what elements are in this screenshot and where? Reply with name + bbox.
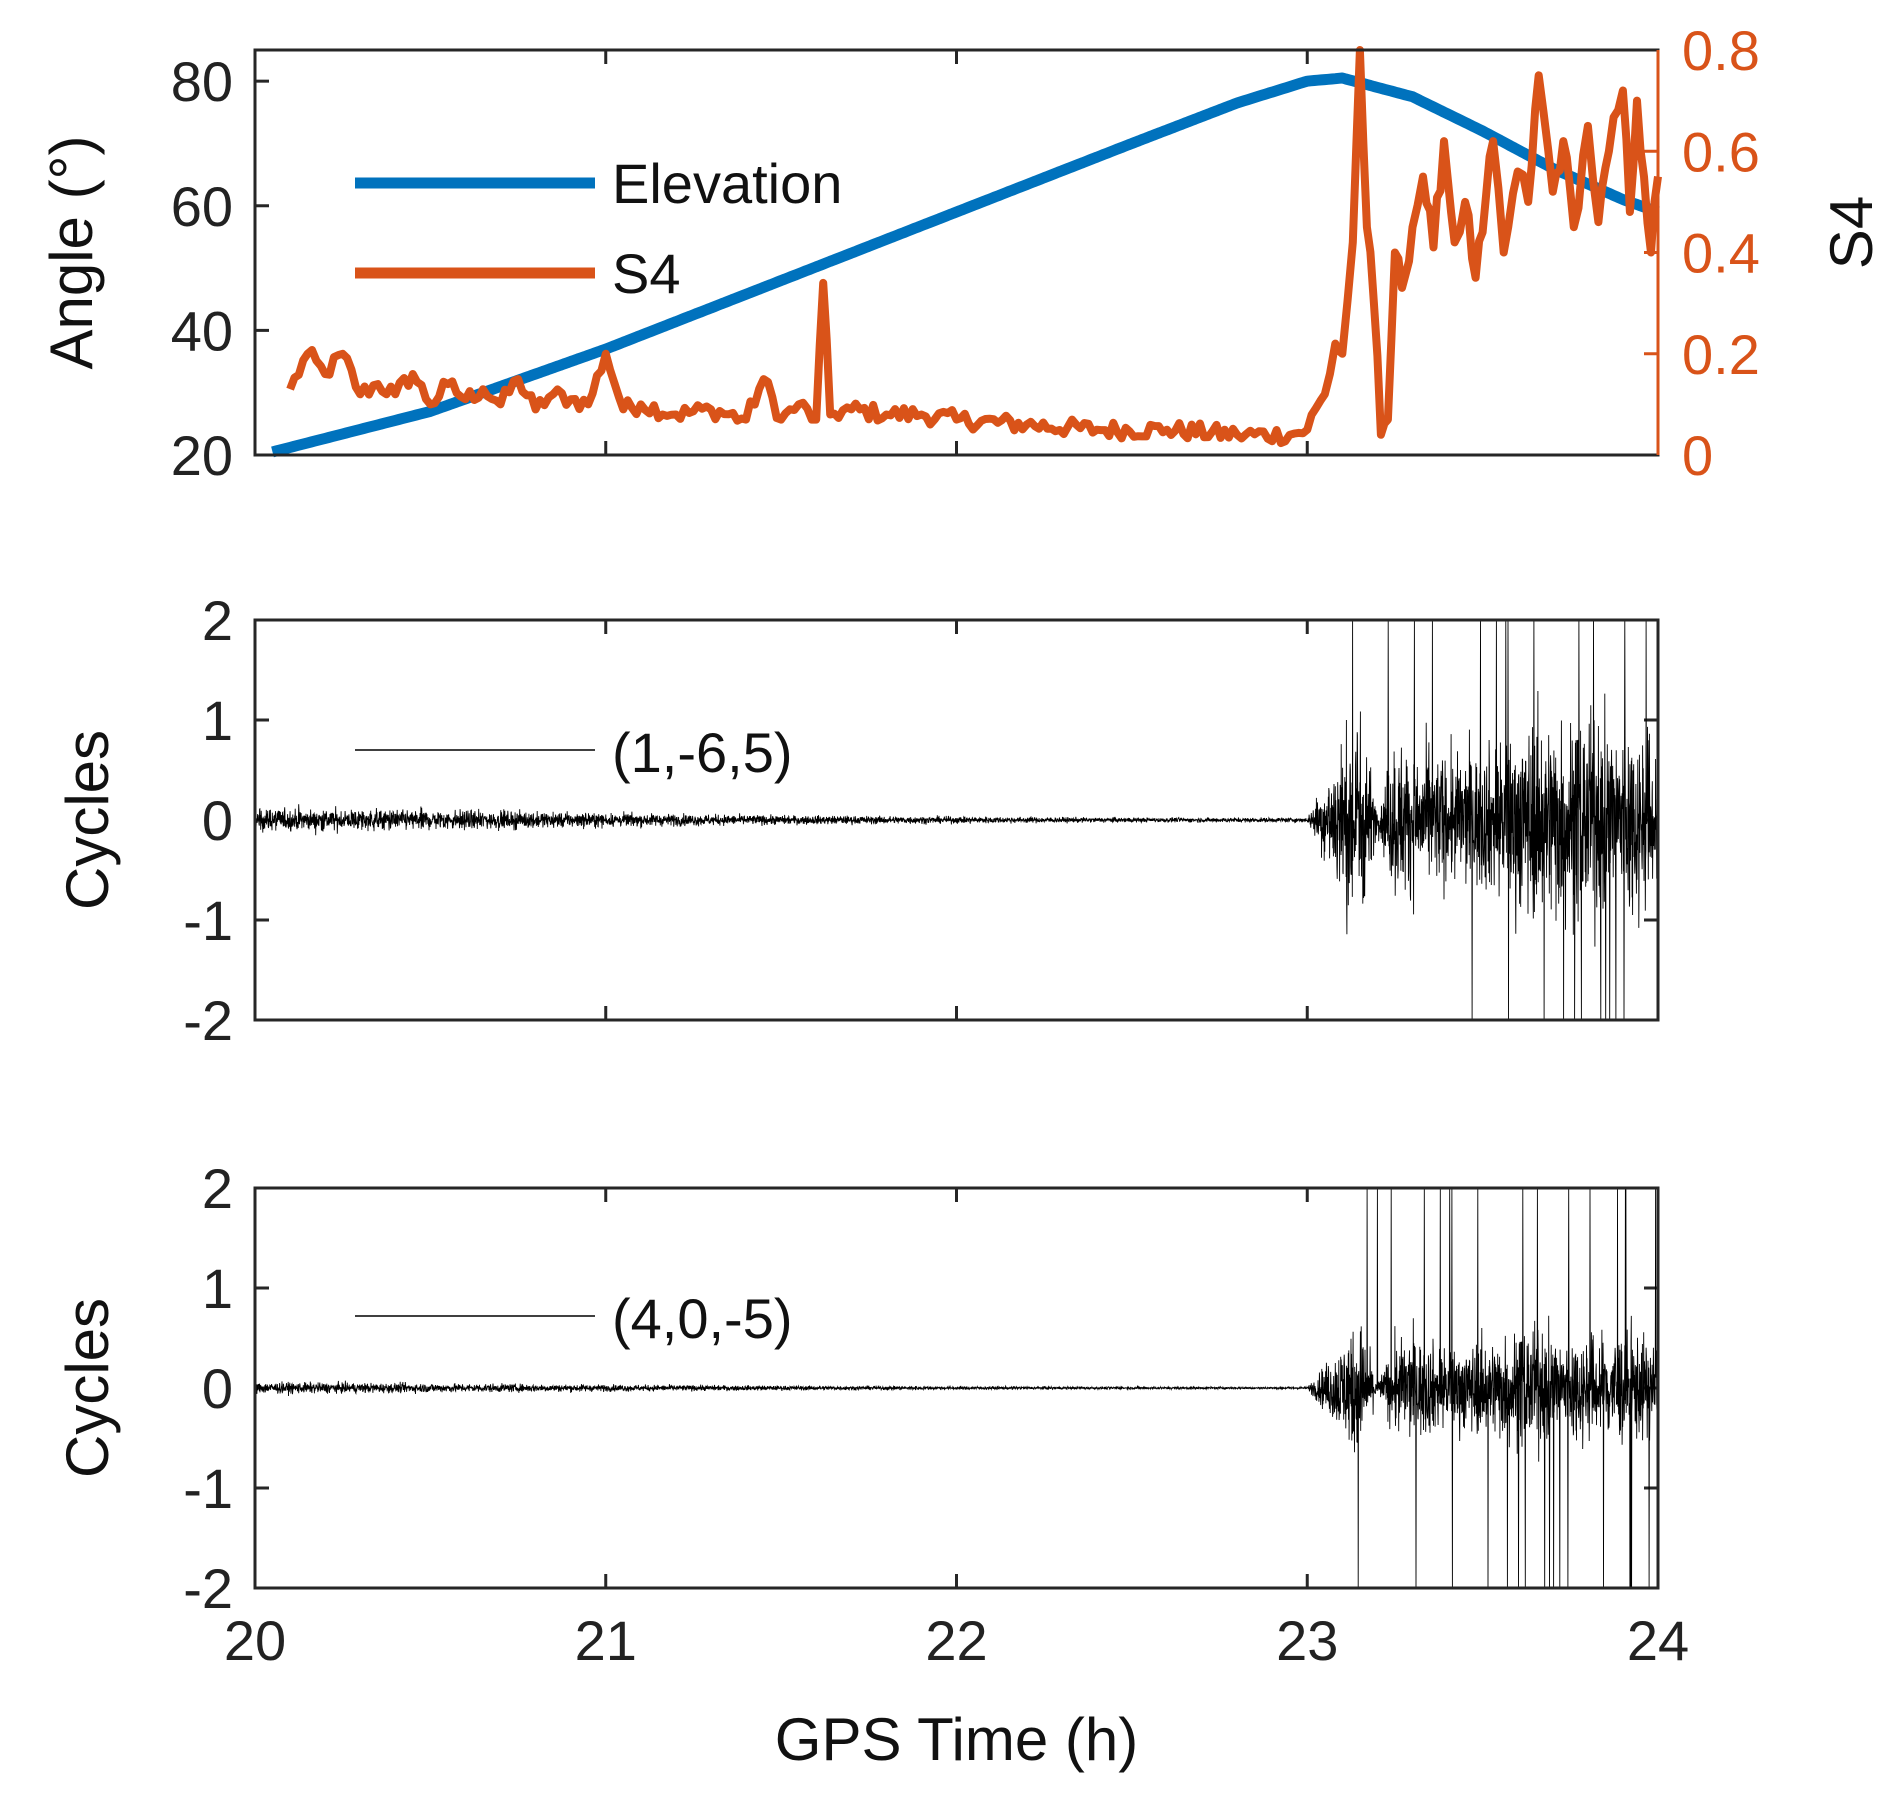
elevation-line <box>270 72 1660 458</box>
y-tick-label: 20 <box>171 424 233 487</box>
cycles-panel-2: 210-1-2 20 21 22 23 24 Cycles GPS Time (h) (… <box>54 1157 1689 1773</box>
s4-axis-title: S4 <box>1818 196 1885 269</box>
s4-tick-label: 0.8 <box>1682 19 1760 82</box>
s4-line <box>286 46 1662 448</box>
y-tick-label: 2 <box>202 589 233 652</box>
bottom-series <box>254 1187 1659 1589</box>
s4-tick-label: 0.6 <box>1682 120 1760 183</box>
angle-axis-title: Angle (°) <box>38 135 105 369</box>
s4-tick-label: 0 <box>1682 424 1713 487</box>
y-tick-label: -1 <box>183 889 233 952</box>
x-tick-label: 22 <box>925 1609 987 1672</box>
cycles-panel-1: 2 1 0 -1 -2 Cycles (1,-6,5) <box>54 589 1660 1052</box>
bottom-ytick-labels: 2 1 0 -1 -2 <box>183 1157 233 1620</box>
series-4-0-m5-trace <box>254 1187 1659 1589</box>
elevation-s4-panel: 20 40 60 80 0 0.2 0.4 0.6 0.8 Angle (°) S4 Elev… <box>38 19 1885 487</box>
y-tick-label: -2 <box>183 1557 233 1620</box>
y-tick-label: 2 <box>202 1157 233 1220</box>
middle-series <box>254 619 1659 1021</box>
bottom-cycles-axis-title: Cycles <box>54 1298 121 1478</box>
y-tick-label: -2 <box>183 989 233 1052</box>
series-1-6-5-trace <box>254 619 1659 1021</box>
top-left-ytick-labels: 20 40 60 80 <box>171 50 233 487</box>
y-tick-label: 0 <box>202 1357 233 1420</box>
y-tick-label: 0 <box>202 789 233 852</box>
x-tick-label: 23 <box>1276 1609 1338 1672</box>
top-series <box>270 46 1662 458</box>
y-tick-label: 1 <box>202 689 233 752</box>
legend-4-0-m5-label: (4,0,-5) <box>612 1287 793 1350</box>
y-tick-label: 80 <box>171 50 233 113</box>
x-tick-label: 24 <box>1627 1609 1689 1672</box>
legend-1-6-5-label: (1,-6,5) <box>612 721 793 784</box>
y-tick-label: 1 <box>202 1257 233 1320</box>
middle-cycles-axis-title: Cycles <box>54 730 121 910</box>
y-tick-label: -1 <box>183 1457 233 1520</box>
top-right-ytick-labels: 0 0.2 0.4 0.6 0.8 <box>1682 19 1760 487</box>
bottom-axes-box <box>253 1186 1660 1590</box>
y-tick-label: 60 <box>171 175 233 238</box>
middle-legend: (1,-6,5) <box>355 721 793 784</box>
middle-ytick-labels: 2 1 0 -1 -2 <box>183 589 233 1052</box>
s4-tick-label: 0.2 <box>1682 323 1760 386</box>
legend-elevation-label: Elevation <box>612 152 842 215</box>
x-tick-label: 20 <box>224 1609 286 1672</box>
s4-tick-label: 0.4 <box>1682 222 1760 285</box>
legend-s4-label: S4 <box>612 242 681 305</box>
bottom-xtick-labels: 20 21 22 23 24 <box>224 1609 1689 1672</box>
middle-axes-box <box>253 618 1660 1022</box>
y-tick-label: 40 <box>171 299 233 362</box>
top-legend: Elevation S4 <box>355 152 842 305</box>
gps-time-axis-title: GPS Time (h) <box>775 1706 1138 1773</box>
bottom-legend: (4,0,-5) <box>355 1287 793 1350</box>
x-tick-label: 21 <box>575 1609 637 1672</box>
